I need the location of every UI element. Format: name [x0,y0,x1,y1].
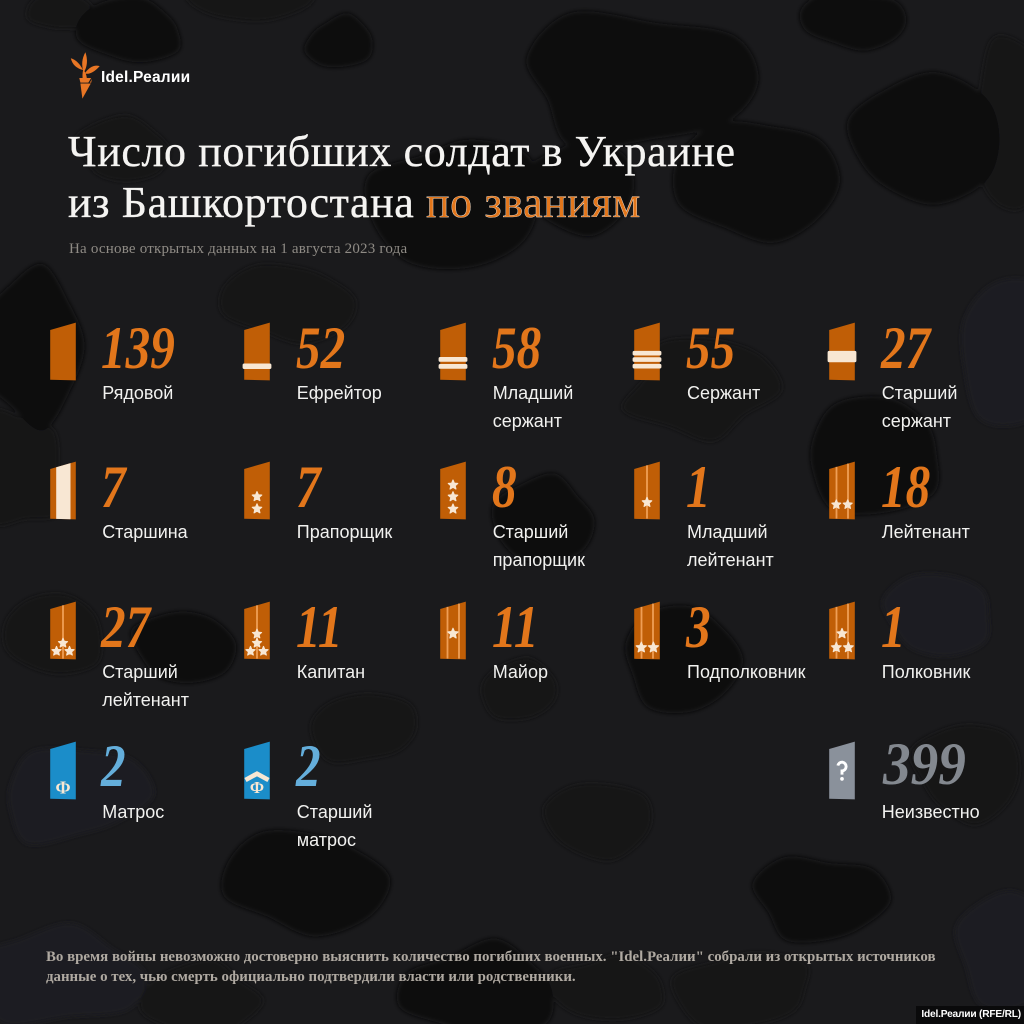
svg-text:Ф: Ф [55,777,70,797]
svg-text:Ф: Ф [250,778,264,797]
